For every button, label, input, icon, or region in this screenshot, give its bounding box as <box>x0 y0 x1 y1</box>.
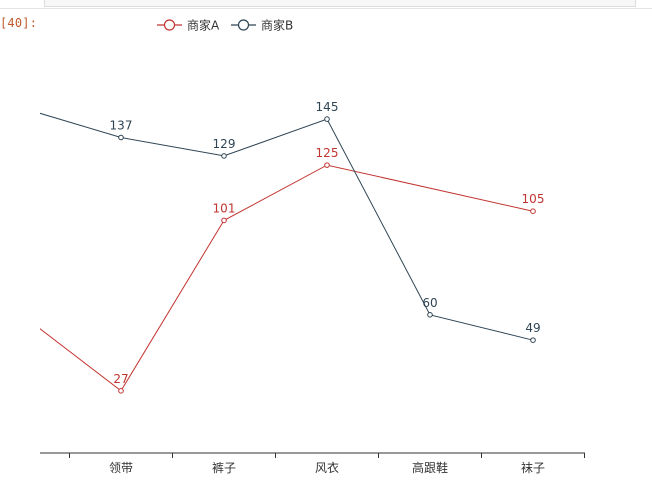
data-point[interactable] <box>530 337 536 343</box>
toolbar-tab <box>44 0 636 7</box>
x-tick-label: 风衣 <box>315 460 339 475</box>
series-b: 137 129 145 60 49 <box>40 100 541 343</box>
data-label: 105 <box>522 192 545 206</box>
data-label: 27 <box>113 372 128 386</box>
x-tick-label: 袜子 <box>521 461 545 475</box>
data-point[interactable] <box>118 134 124 141</box>
data-label: 101 <box>213 201 236 215</box>
data-label: 125 <box>316 146 339 160</box>
legend-label: 商家B <box>261 18 293 33</box>
x-tick-label: 高跟鞋 <box>412 460 448 475</box>
x-axis: 领带 裤子 风衣 高跟鞋 袜子 <box>40 452 585 475</box>
legend: 商家A 商家B <box>157 18 293 33</box>
data-label: 49 <box>525 321 540 335</box>
series-line <box>40 112 534 341</box>
x-tick-label: 领带 <box>109 461 133 475</box>
data-point[interactable] <box>118 388 124 394</box>
data-point[interactable] <box>221 153 227 159</box>
notebook-toolbar <box>0 0 652 9</box>
data-label: 145 <box>316 100 339 114</box>
legend-marker-icon <box>237 19 250 31</box>
legend-marker-icon <box>163 19 176 31</box>
legend-item-a[interactable]: 商家A <box>157 18 220 33</box>
data-point[interactable] <box>221 217 227 224</box>
data-label: 137 <box>110 119 133 133</box>
legend-item-b[interactable]: 商家B <box>231 18 293 33</box>
series-line <box>40 164 534 392</box>
data-label: 129 <box>213 137 236 151</box>
data-label: 60 <box>422 296 437 310</box>
data-point[interactable] <box>427 312 433 318</box>
data-point[interactable] <box>530 208 536 214</box>
data-point[interactable] <box>324 116 330 122</box>
series-a: 27 101 125 105 <box>40 146 545 394</box>
data-point[interactable] <box>324 162 330 168</box>
series-layer: 27 101 125 105 137 129 145 60 49 <box>40 100 545 394</box>
cell-prompt: [40]: <box>0 16 38 30</box>
x-tick-label: 裤子 <box>212 461 236 475</box>
legend-label: 商家A <box>187 18 220 33</box>
